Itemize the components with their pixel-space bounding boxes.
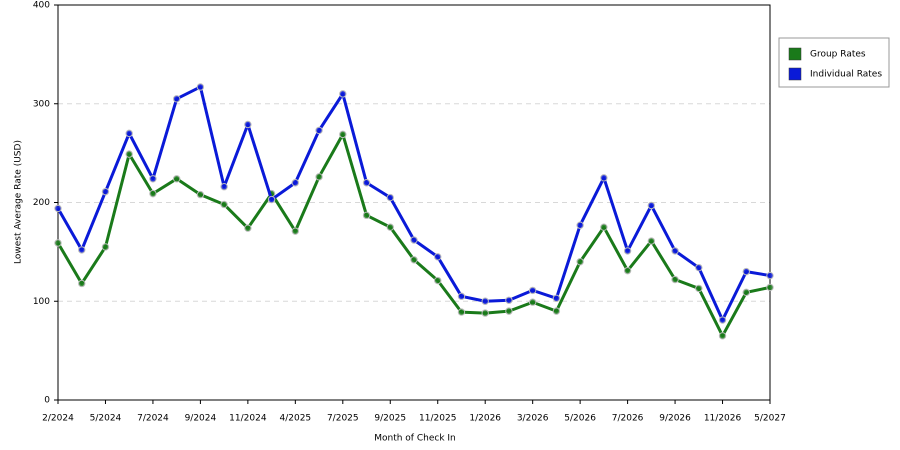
point-marker (576, 221, 584, 229)
point-marker (695, 284, 703, 293)
point-marker (78, 279, 86, 288)
point-marker (315, 173, 323, 181)
point-marker (196, 190, 205, 199)
point-marker (766, 283, 774, 292)
point-marker (410, 256, 418, 264)
point-marker (362, 179, 371, 187)
x-tick-label: 11/2024 (229, 414, 267, 424)
point-marker (101, 187, 110, 196)
x-tick-label: 7/2025 (327, 414, 359, 424)
point-marker (267, 195, 276, 204)
point-marker (125, 150, 133, 158)
point-marker (220, 183, 228, 191)
point-marker (339, 90, 347, 98)
plot-frame (57, 4, 771, 401)
point-marker (457, 308, 466, 316)
point-marker (528, 298, 537, 306)
point-marker (220, 200, 228, 209)
x-tick-label: 4/2025 (279, 414, 311, 424)
point-marker (410, 236, 418, 244)
point-marker (244, 120, 252, 129)
x-tick-label: 3/2026 (517, 414, 549, 424)
point-marker (505, 296, 513, 304)
point-marker (552, 307, 561, 315)
x-tick-label: 2/2024 (42, 414, 74, 424)
legend-swatch (788, 47, 802, 61)
x-tick-label: 9/2025 (374, 414, 406, 424)
y-axis-label: Lowest Average Rate (USD) (14, 140, 24, 264)
point-marker (481, 297, 489, 305)
y-tick-label: 400 (33, 1, 50, 11)
x-tick-label: 5/2024 (90, 414, 122, 424)
point-marker (434, 276, 442, 285)
x-axis-label: Month of Check In (374, 434, 456, 444)
series-line (56, 132, 771, 338)
legend-label: Individual Rates (810, 70, 882, 80)
y-tick-label: 100 (33, 297, 50, 307)
point-marker (196, 83, 205, 91)
point-marker (671, 275, 679, 284)
point-marker (623, 247, 632, 255)
point-marker (125, 129, 133, 138)
point-marker (647, 201, 656, 210)
point-marker (742, 267, 750, 276)
point-marker (54, 204, 62, 213)
point-marker (315, 126, 323, 135)
y-tick-label: 300 (33, 99, 50, 109)
point-marker (172, 95, 181, 103)
point-marker (386, 223, 394, 231)
point-marker (362, 211, 371, 220)
x-tick-label: 7/2026 (612, 414, 644, 424)
point-marker (78, 246, 86, 254)
point-marker (671, 247, 679, 255)
point-marker (718, 316, 727, 324)
point-marker (766, 271, 774, 280)
x-tick-label: 5/2026 (564, 414, 596, 424)
point-marker (505, 307, 513, 315)
x-tick-label: 5/2027 (754, 414, 786, 424)
point-marker (101, 243, 110, 251)
point-marker (742, 288, 750, 297)
point-marker (339, 130, 347, 139)
series-line (56, 85, 771, 322)
point-marker (481, 309, 489, 317)
legend-swatch (788, 67, 802, 81)
y-tick-label: 200 (33, 198, 50, 208)
x-tick-label: 9/2026 (659, 414, 691, 424)
point-marker (600, 174, 608, 182)
x-tick-label: 11/2026 (704, 414, 742, 424)
point-marker (54, 239, 62, 247)
point-marker (576, 258, 584, 266)
point-marker (244, 224, 252, 232)
point-marker (647, 237, 656, 245)
point-marker (434, 253, 442, 261)
point-marker (172, 175, 181, 183)
point-marker (291, 179, 300, 187)
point-marker (623, 266, 632, 275)
x-tick-label: 9/2024 (185, 414, 217, 424)
point-marker (718, 332, 727, 340)
point-marker (528, 286, 537, 295)
legend-label: Group Rates (810, 50, 866, 60)
point-marker (149, 189, 157, 198)
point-marker (552, 294, 561, 302)
point-marker (291, 227, 300, 235)
point-marker (695, 263, 703, 272)
x-tick-label: 1/2026 (469, 414, 501, 424)
point-marker (457, 292, 466, 301)
point-marker (600, 223, 608, 231)
point-marker (386, 193, 394, 202)
x-tick-label: 11/2025 (419, 414, 456, 424)
point-marker (149, 175, 157, 183)
x-tick-label: 7/2024 (137, 414, 169, 424)
y-tick-label: 0 (44, 396, 50, 406)
